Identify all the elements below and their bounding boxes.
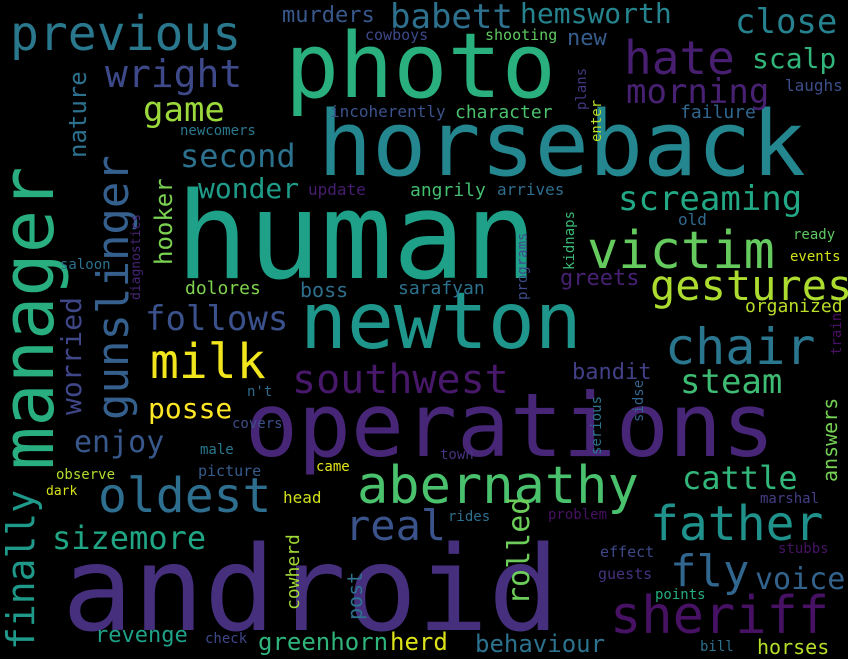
word-posse: posse xyxy=(148,392,233,425)
word-cattle: cattle xyxy=(682,459,798,497)
word-laughs: laughs xyxy=(785,76,843,95)
word-victim: victim xyxy=(587,221,775,281)
word-steam: steam xyxy=(680,362,783,402)
word-shooting: shooting xyxy=(485,26,558,44)
word-second: second xyxy=(180,137,296,175)
word-android: android xyxy=(62,520,560,658)
word-new: new xyxy=(567,26,607,51)
word-nt: n't xyxy=(247,384,273,400)
word-scalp: scalp xyxy=(752,42,837,75)
word-nature: nature xyxy=(64,71,92,158)
word-old: old xyxy=(678,210,707,229)
word-abernathy: abernathy xyxy=(357,456,639,516)
word-dolores: dolores xyxy=(185,278,261,299)
word-problem: problem xyxy=(548,507,608,523)
word-photo: photo xyxy=(285,14,556,119)
word-programs: programs xyxy=(515,232,531,300)
word-milk: milk xyxy=(150,334,266,390)
word-diagnostics: diagnostics xyxy=(129,213,144,300)
word-guests: guests xyxy=(598,565,653,583)
word-sarafyan: sarafyan xyxy=(398,278,485,299)
word-enjoy: enjoy xyxy=(74,425,165,460)
word-rolled: rolled xyxy=(502,496,537,605)
word-wonder: wonder xyxy=(198,172,300,205)
word-human: human xyxy=(176,168,538,307)
word-character: character xyxy=(455,102,553,123)
word-revenge: revenge xyxy=(95,623,188,648)
word-father: father xyxy=(650,496,824,552)
word-cowboys: cowboys xyxy=(365,26,429,44)
word-points: points xyxy=(655,587,706,603)
word-boss: boss xyxy=(300,278,349,302)
word-sizemore: sizemore xyxy=(52,519,207,557)
word-operations: operations xyxy=(245,374,775,477)
word-plans: plans xyxy=(574,67,590,110)
word-incoherently: incoherently xyxy=(330,102,446,121)
word-herd: herd xyxy=(390,628,448,656)
word-kidnaps: kidnaps xyxy=(562,210,578,270)
word-follows: follows xyxy=(145,299,289,339)
word-came: came xyxy=(316,459,350,475)
word-events: events xyxy=(790,249,841,265)
word-voice: voice xyxy=(755,562,846,597)
word-angrily: angrily xyxy=(410,180,486,201)
word-head: head xyxy=(283,488,322,507)
word-male: male xyxy=(200,442,234,458)
word-bandit: bandit xyxy=(572,360,652,385)
word-oldest: oldest xyxy=(98,468,272,524)
word-fly: fly xyxy=(670,546,750,597)
word-sidse: sidse xyxy=(631,379,647,422)
word-train: train xyxy=(829,312,845,355)
word-babett: babett xyxy=(390,0,513,37)
word-chair: chair xyxy=(665,318,816,376)
word-rides: rides xyxy=(448,509,491,525)
word-screaming: screaming xyxy=(618,179,803,219)
word-wright: wright xyxy=(105,52,243,96)
word-cowherd: cowherd xyxy=(283,534,304,610)
word-newton: newton xyxy=(300,277,582,367)
word-enter: enter xyxy=(589,99,605,142)
word-failure: failure xyxy=(680,102,756,123)
word-hate: hate xyxy=(624,31,735,85)
word-arrives: arrives xyxy=(497,180,565,199)
word-sheriff: sheriff xyxy=(610,586,830,646)
word-answers: answers xyxy=(818,397,842,482)
word-effect: effect xyxy=(600,543,655,561)
word-check: check xyxy=(205,631,248,647)
word-picture: picture xyxy=(198,462,262,480)
word-southwest: southwest xyxy=(292,357,509,403)
word-game: game xyxy=(143,90,225,130)
word-greets: greets xyxy=(560,266,640,291)
word-murders: murders xyxy=(282,3,375,28)
word-stubbs: stubbs xyxy=(778,541,829,557)
word-saloon: saloon xyxy=(60,257,111,273)
word-organized: organized xyxy=(745,296,843,317)
word-finally: finally xyxy=(0,489,43,650)
word-hooker: hooker xyxy=(150,178,178,265)
word-ready: ready xyxy=(793,227,836,243)
word-gestures: gestures xyxy=(650,261,848,310)
word-observe: observe xyxy=(56,467,116,483)
word-serious: serious xyxy=(589,395,605,455)
word-hemsworth: hemsworth xyxy=(520,0,672,30)
word-worried: worried xyxy=(55,296,88,415)
word-dark: dark xyxy=(46,484,78,499)
word-morning: morning xyxy=(626,72,770,112)
word-real: real xyxy=(345,501,447,550)
word-previous: previous xyxy=(10,6,242,62)
word-behaviour: behaviour xyxy=(475,630,606,658)
word-post: post xyxy=(343,571,367,620)
word-close: close xyxy=(735,2,838,42)
word-greenhorn: greenhorn xyxy=(258,628,389,656)
word-bill: bill xyxy=(700,639,734,655)
word-marshal: marshal xyxy=(760,491,820,507)
word-town: town xyxy=(440,447,474,463)
word-update: update xyxy=(308,180,366,199)
word-horses: horses xyxy=(757,635,830,659)
word-covers: covers xyxy=(232,416,283,432)
word-horseback: horseback xyxy=(318,92,806,197)
word-newcomers: newcomers xyxy=(180,123,256,139)
